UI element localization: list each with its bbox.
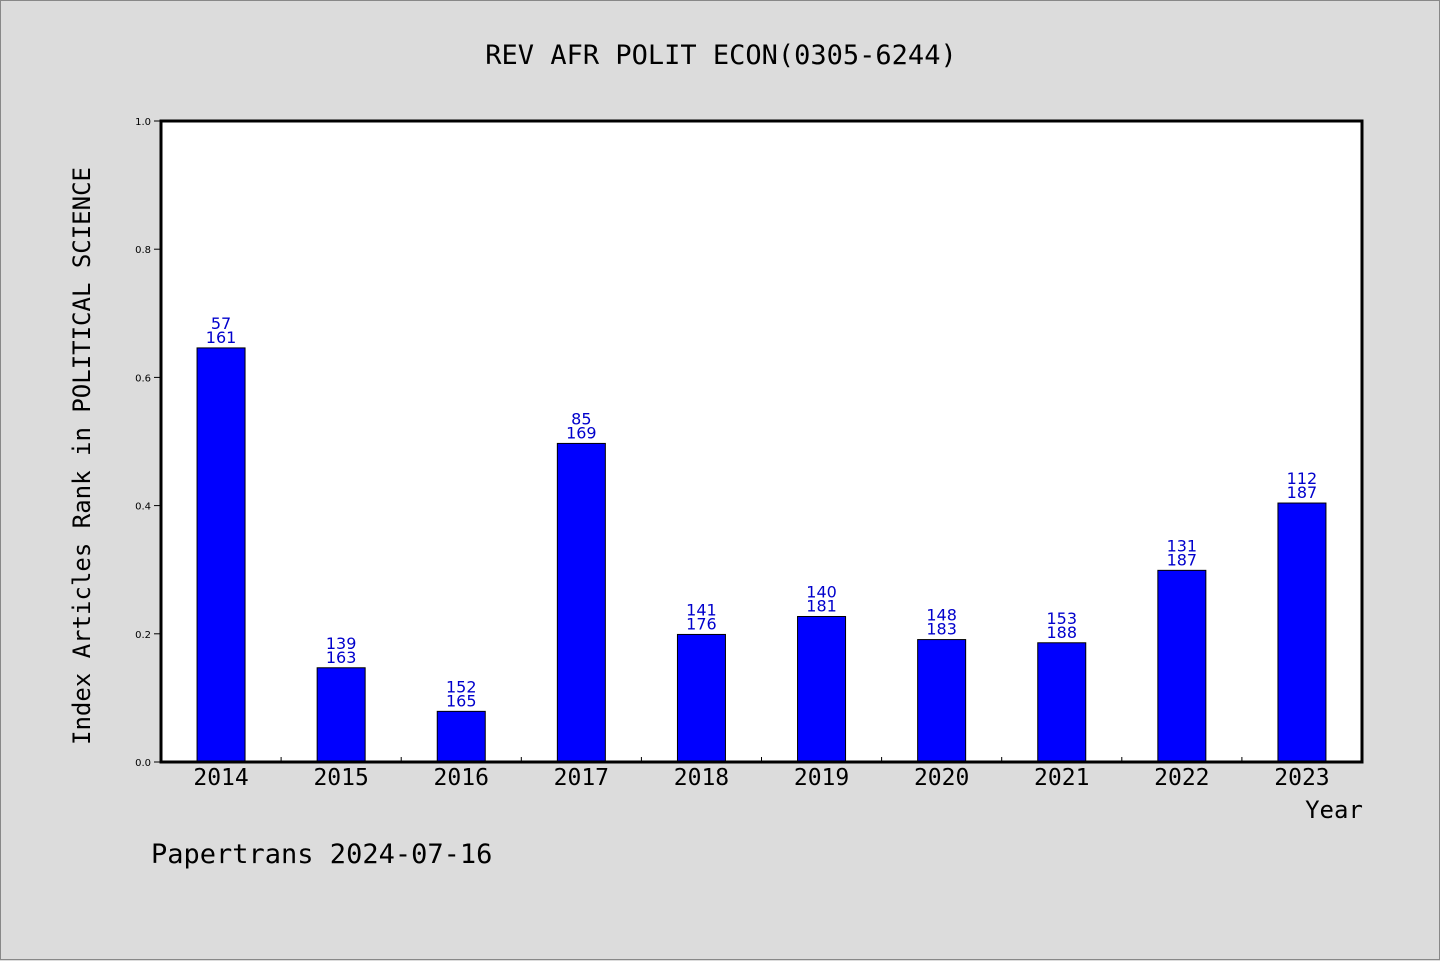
bar <box>676 633 726 763</box>
data-label-rank: 85 <box>571 409 591 428</box>
x-tick-label: 2022 <box>1154 765 1209 791</box>
x-tick-label: 2015 <box>313 765 368 791</box>
bar <box>556 442 606 763</box>
y-tick-label: 0.6 <box>135 373 151 384</box>
bar <box>436 710 486 763</box>
bar <box>1157 569 1207 763</box>
x-tick-label: 2016 <box>434 765 489 791</box>
y-tick-label: 1.0 <box>135 117 151 128</box>
bar <box>196 347 246 763</box>
data-label-rank: 153 <box>1046 609 1077 628</box>
y-tick-label: 0.0 <box>135 758 151 769</box>
x-tick-label: 2018 <box>674 765 729 791</box>
bar <box>1037 642 1087 763</box>
data-label-total: 181 <box>806 596 837 615</box>
data-label-total: 187 <box>1287 483 1318 502</box>
data-label-rank: 148 <box>926 606 957 625</box>
data-label-rank: 131 <box>1167 536 1198 555</box>
data-label-rank: 152 <box>446 677 477 696</box>
data-label-total: 176 <box>686 614 717 633</box>
bar <box>1277 502 1327 763</box>
tick-group: 0.0 0.2 0.4 0.6 0.8 1.0 2014 2015 2016 2017 2018 20… <box>135 117 1330 791</box>
y-tick-label: 0.8 <box>135 245 151 256</box>
y-tick-label: 0.4 <box>135 502 151 513</box>
data-label-total: 163 <box>326 648 357 667</box>
bar <box>797 615 847 763</box>
x-axis-title: Year <box>1305 796 1363 824</box>
data-label-total: 161 <box>206 328 237 347</box>
x-tick-label: 2020 <box>914 765 969 791</box>
x-tick-label: 2019 <box>794 765 849 791</box>
data-label-total: 183 <box>926 620 957 639</box>
data-label-total: 165 <box>446 691 477 710</box>
x-tick-label: 2014 <box>193 765 248 791</box>
y-axis-title: Index Articles Rank in POLITICAL SCIENCE <box>68 167 96 745</box>
data-label-rank: 141 <box>686 600 717 619</box>
data-label-rank: 140 <box>806 582 837 601</box>
data-label-total: 169 <box>566 423 597 442</box>
data-label-total: 187 <box>1167 550 1198 569</box>
bar-group <box>196 347 1327 763</box>
data-label-rank: 139 <box>326 634 357 653</box>
bar <box>316 667 366 763</box>
data-label-total: 188 <box>1046 623 1077 642</box>
chart-title: REV AFR POLIT ECON(0305-6244) <box>485 40 956 71</box>
data-label-rank: 57 <box>211 314 231 333</box>
data-label-rank: 112 <box>1287 469 1318 488</box>
x-tick-label: 2021 <box>1034 765 1089 791</box>
y-tick-label: 0.2 <box>135 630 151 641</box>
x-tick-label: 2017 <box>554 765 609 791</box>
plot-border <box>159 119 1364 764</box>
footer-credit: Papertrans 2024-07-16 <box>151 839 492 870</box>
x-tick-label: 2023 <box>1274 765 1329 791</box>
bar <box>917 639 967 763</box>
